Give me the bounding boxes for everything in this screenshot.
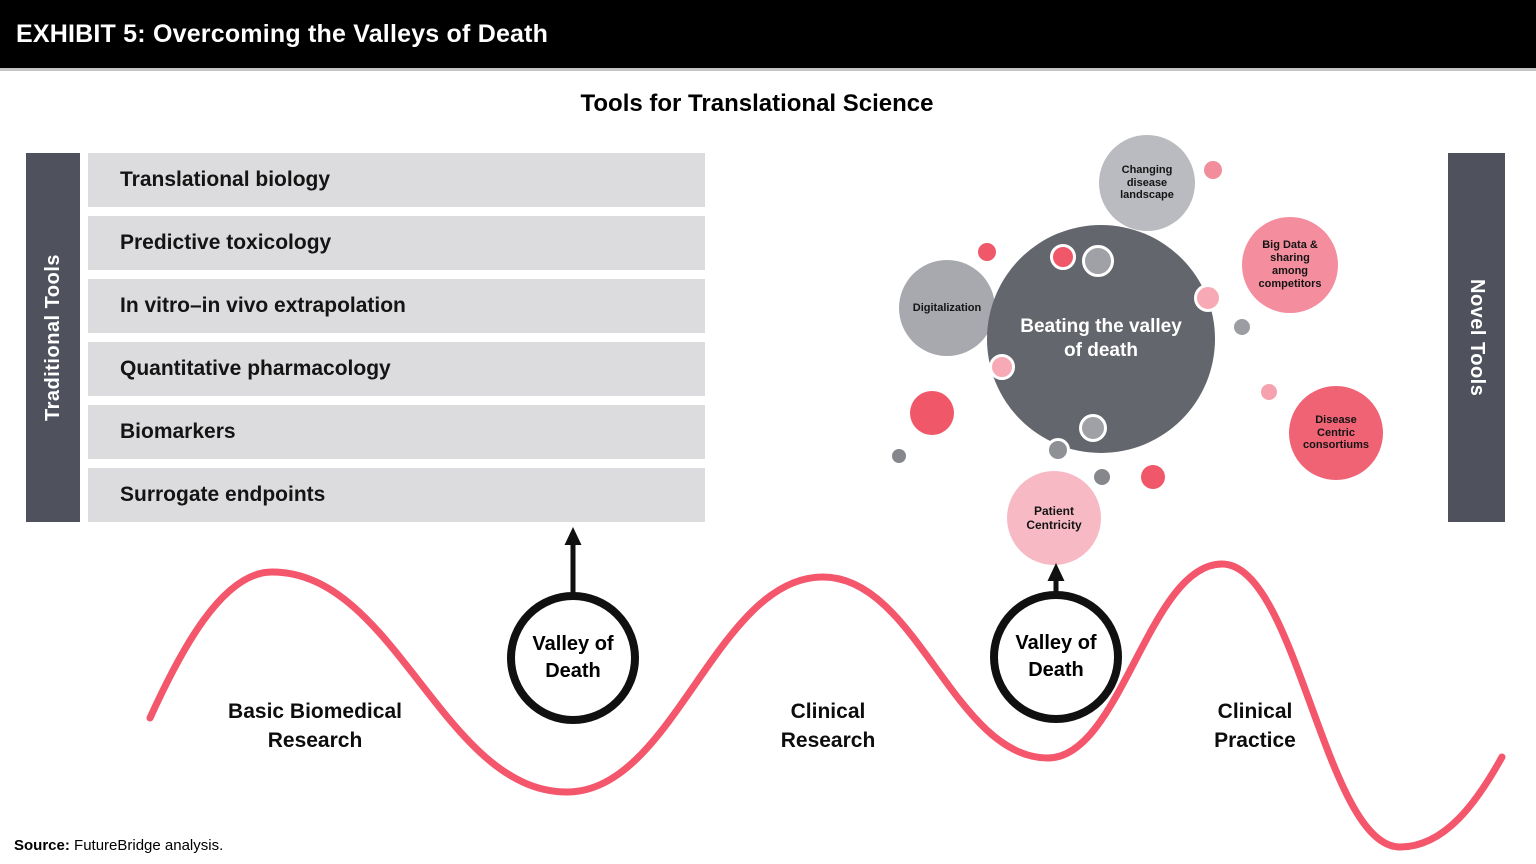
exhibit-title: EXHIBIT 5: Overcoming the Valleys of Dea… [16, 19, 549, 48]
decorative-dot [1234, 319, 1250, 335]
traditional-tools-panel: Traditional Tools [26, 153, 80, 522]
stage-label-clinical-research: Clinical Research [780, 700, 876, 752]
source-note: Source: FutureBridge analysis. [14, 837, 223, 854]
decorative-dot [910, 391, 954, 435]
tool-item-label: Biomarkers [120, 420, 236, 443]
decorative-dot [1094, 469, 1110, 485]
novel-tools-panel: Novel Tools [1448, 153, 1505, 522]
decorative-dot [1204, 161, 1222, 179]
tool-item-label: Surrogate endpoints [120, 483, 326, 506]
digitalization-label: Digitalization [912, 301, 982, 314]
tool-item-translational-biology: Translational biology [88, 153, 705, 207]
decorative-dot [1082, 245, 1114, 277]
decorative-dot [892, 449, 906, 463]
big-data-sharing-among-competitors-label: Big Data & sharing among competitors [1258, 239, 1322, 290]
decorative-dot [1261, 384, 1277, 400]
header-bar: EXHIBIT 5: Overcoming the Valleys of Dea… [0, 0, 1536, 71]
big-data-sharing-among-competitors-bubble: Big Data & sharing among competitors [1242, 217, 1338, 313]
decorative-dot [989, 354, 1015, 380]
tool-item-biomarkers: Biomarkers [88, 405, 705, 459]
source-text: FutureBridge analysis. [69, 837, 224, 854]
valley-of-death-circle: Valley of Death [990, 591, 1122, 723]
decorative-dot [1046, 438, 1070, 462]
arrow-head-icon [1047, 563, 1065, 581]
valley-of-death-label: Valley of Death [532, 633, 614, 682]
source-prefix: Source: [14, 837, 70, 854]
disease-centric-consortiums-bubble: Disease Centric consortiums [1289, 386, 1383, 480]
tool-item-label: Quantitative pharmacology [120, 357, 391, 380]
changing-disease-landscape-label: Changing disease landscape [1120, 163, 1174, 202]
tool-item-in-vitro-in-vivo-extrapolation: In vitro–in vivo extrapolation [88, 279, 705, 333]
arrow-head-icon [564, 527, 582, 545]
tool-item-predictive-toxicology: Predictive toxicology [88, 216, 705, 270]
tool-item-label: In vitro–in vivo extrapolation [120, 294, 406, 317]
beating-the-valley-of-death-label: Beating the valley of death [1020, 316, 1182, 361]
valley-of-death-label: Valley of Death [1015, 632, 1097, 681]
novel-tools-label: Novel Tools [1466, 278, 1488, 397]
patient-centricity-label: Patient Centricity [1026, 503, 1082, 532]
stage-label-clinical-practice: Clinical Practice [1214, 700, 1296, 752]
decorative-dot [1079, 414, 1107, 442]
digitalization-bubble: Digitalization [899, 260, 995, 356]
arrow-layer [564, 527, 1065, 594]
traditional-tools-label: Traditional Tools [41, 253, 64, 422]
decorative-dot [978, 243, 996, 261]
decorative-dot [1141, 465, 1165, 489]
decorative-dot [1194, 284, 1222, 312]
stage-label-basic-biomedical-research: Basic Biomedical Research [228, 700, 402, 752]
decorative-dot [1050, 244, 1076, 270]
changing-disease-landscape-bubble: Changing disease landscape [1099, 135, 1195, 231]
tool-item-surrogate-endpoints: Surrogate endpoints [88, 468, 705, 522]
tool-item-label: Predictive toxicology [120, 231, 332, 254]
traditional-tools-list: Translational biology Predictive toxicol… [88, 153, 705, 522]
valley-of-death-circle: Valley of Death [507, 592, 639, 724]
tool-item-label: Translational biology [120, 168, 331, 191]
diagram-title: Tools for Translational Science [580, 90, 934, 117]
disease-centric-consortiums-label: Disease Centric consortiums [1302, 413, 1369, 452]
tool-item-quantitative-pharmacology: Quantitative pharmacology [88, 342, 705, 396]
patient-centricity-bubble: Patient Centricity [1007, 471, 1101, 565]
